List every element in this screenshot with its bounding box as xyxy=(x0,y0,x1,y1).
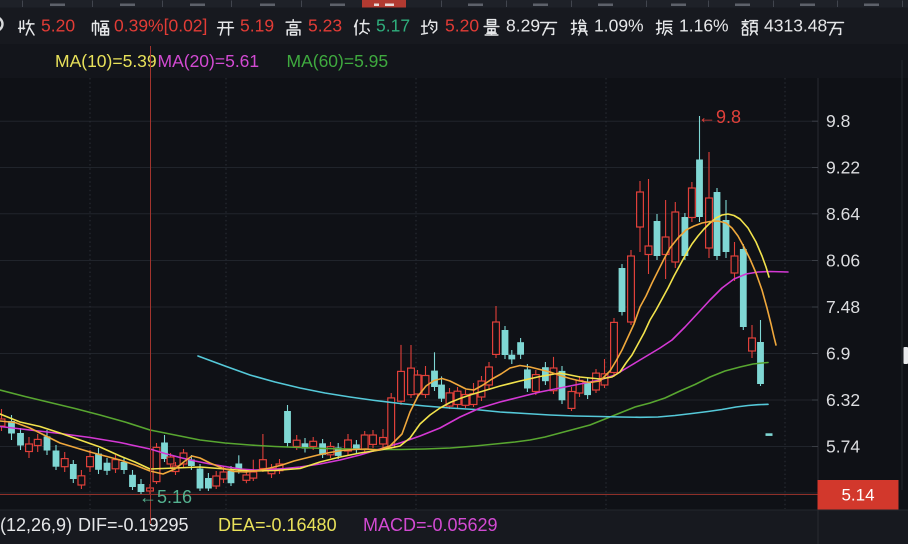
svg-text:5.20: 5.20 xyxy=(41,16,75,36)
svg-text:←9.8: ←9.8 xyxy=(698,107,741,127)
svg-text:5.17: 5.17 xyxy=(376,16,410,36)
svg-text:6.9: 6.9 xyxy=(826,344,850,364)
svg-text:7.48: 7.48 xyxy=(826,297,860,317)
svg-text:8.64: 8.64 xyxy=(826,204,860,224)
svg-text:6.32: 6.32 xyxy=(826,390,860,410)
svg-text:5.19: 5.19 xyxy=(240,16,274,36)
svg-text:MACD=-0.05629: MACD=-0.05629 xyxy=(363,515,498,535)
svg-text:←5.16: ←5.16 xyxy=(139,487,192,507)
svg-text:8.29: 8.29 xyxy=(506,16,540,36)
svg-text:MA(60)=5.95: MA(60)=5.95 xyxy=(287,51,389,71)
svg-text:(12,26,9): (12,26,9) xyxy=(0,515,72,535)
svg-text:MA(10)=5.39: MA(10)=5.39 xyxy=(55,51,157,71)
svg-text:9.8: 9.8 xyxy=(826,111,850,131)
svg-text:5.23: 5.23 xyxy=(308,16,342,36)
svg-text:5.14: 5.14 xyxy=(841,486,874,505)
svg-text:9.22: 9.22 xyxy=(826,158,860,178)
svg-text:4313.48: 4313.48 xyxy=(764,16,827,36)
svg-text:DIF=-0.19295: DIF=-0.19295 xyxy=(78,515,189,535)
svg-text:0.39%[0.02]: 0.39%[0.02] xyxy=(114,16,207,36)
svg-text:5.74: 5.74 xyxy=(826,437,860,457)
svg-text:MA(20)=5.61: MA(20)=5.61 xyxy=(158,51,260,71)
svg-text:1.09%: 1.09% xyxy=(594,16,644,36)
svg-text:5.20: 5.20 xyxy=(445,16,479,36)
svg-text:8.06: 8.06 xyxy=(826,251,860,271)
svg-text:DEA=-0.16480: DEA=-0.16480 xyxy=(218,515,337,535)
svg-text:1.16%: 1.16% xyxy=(679,16,729,36)
